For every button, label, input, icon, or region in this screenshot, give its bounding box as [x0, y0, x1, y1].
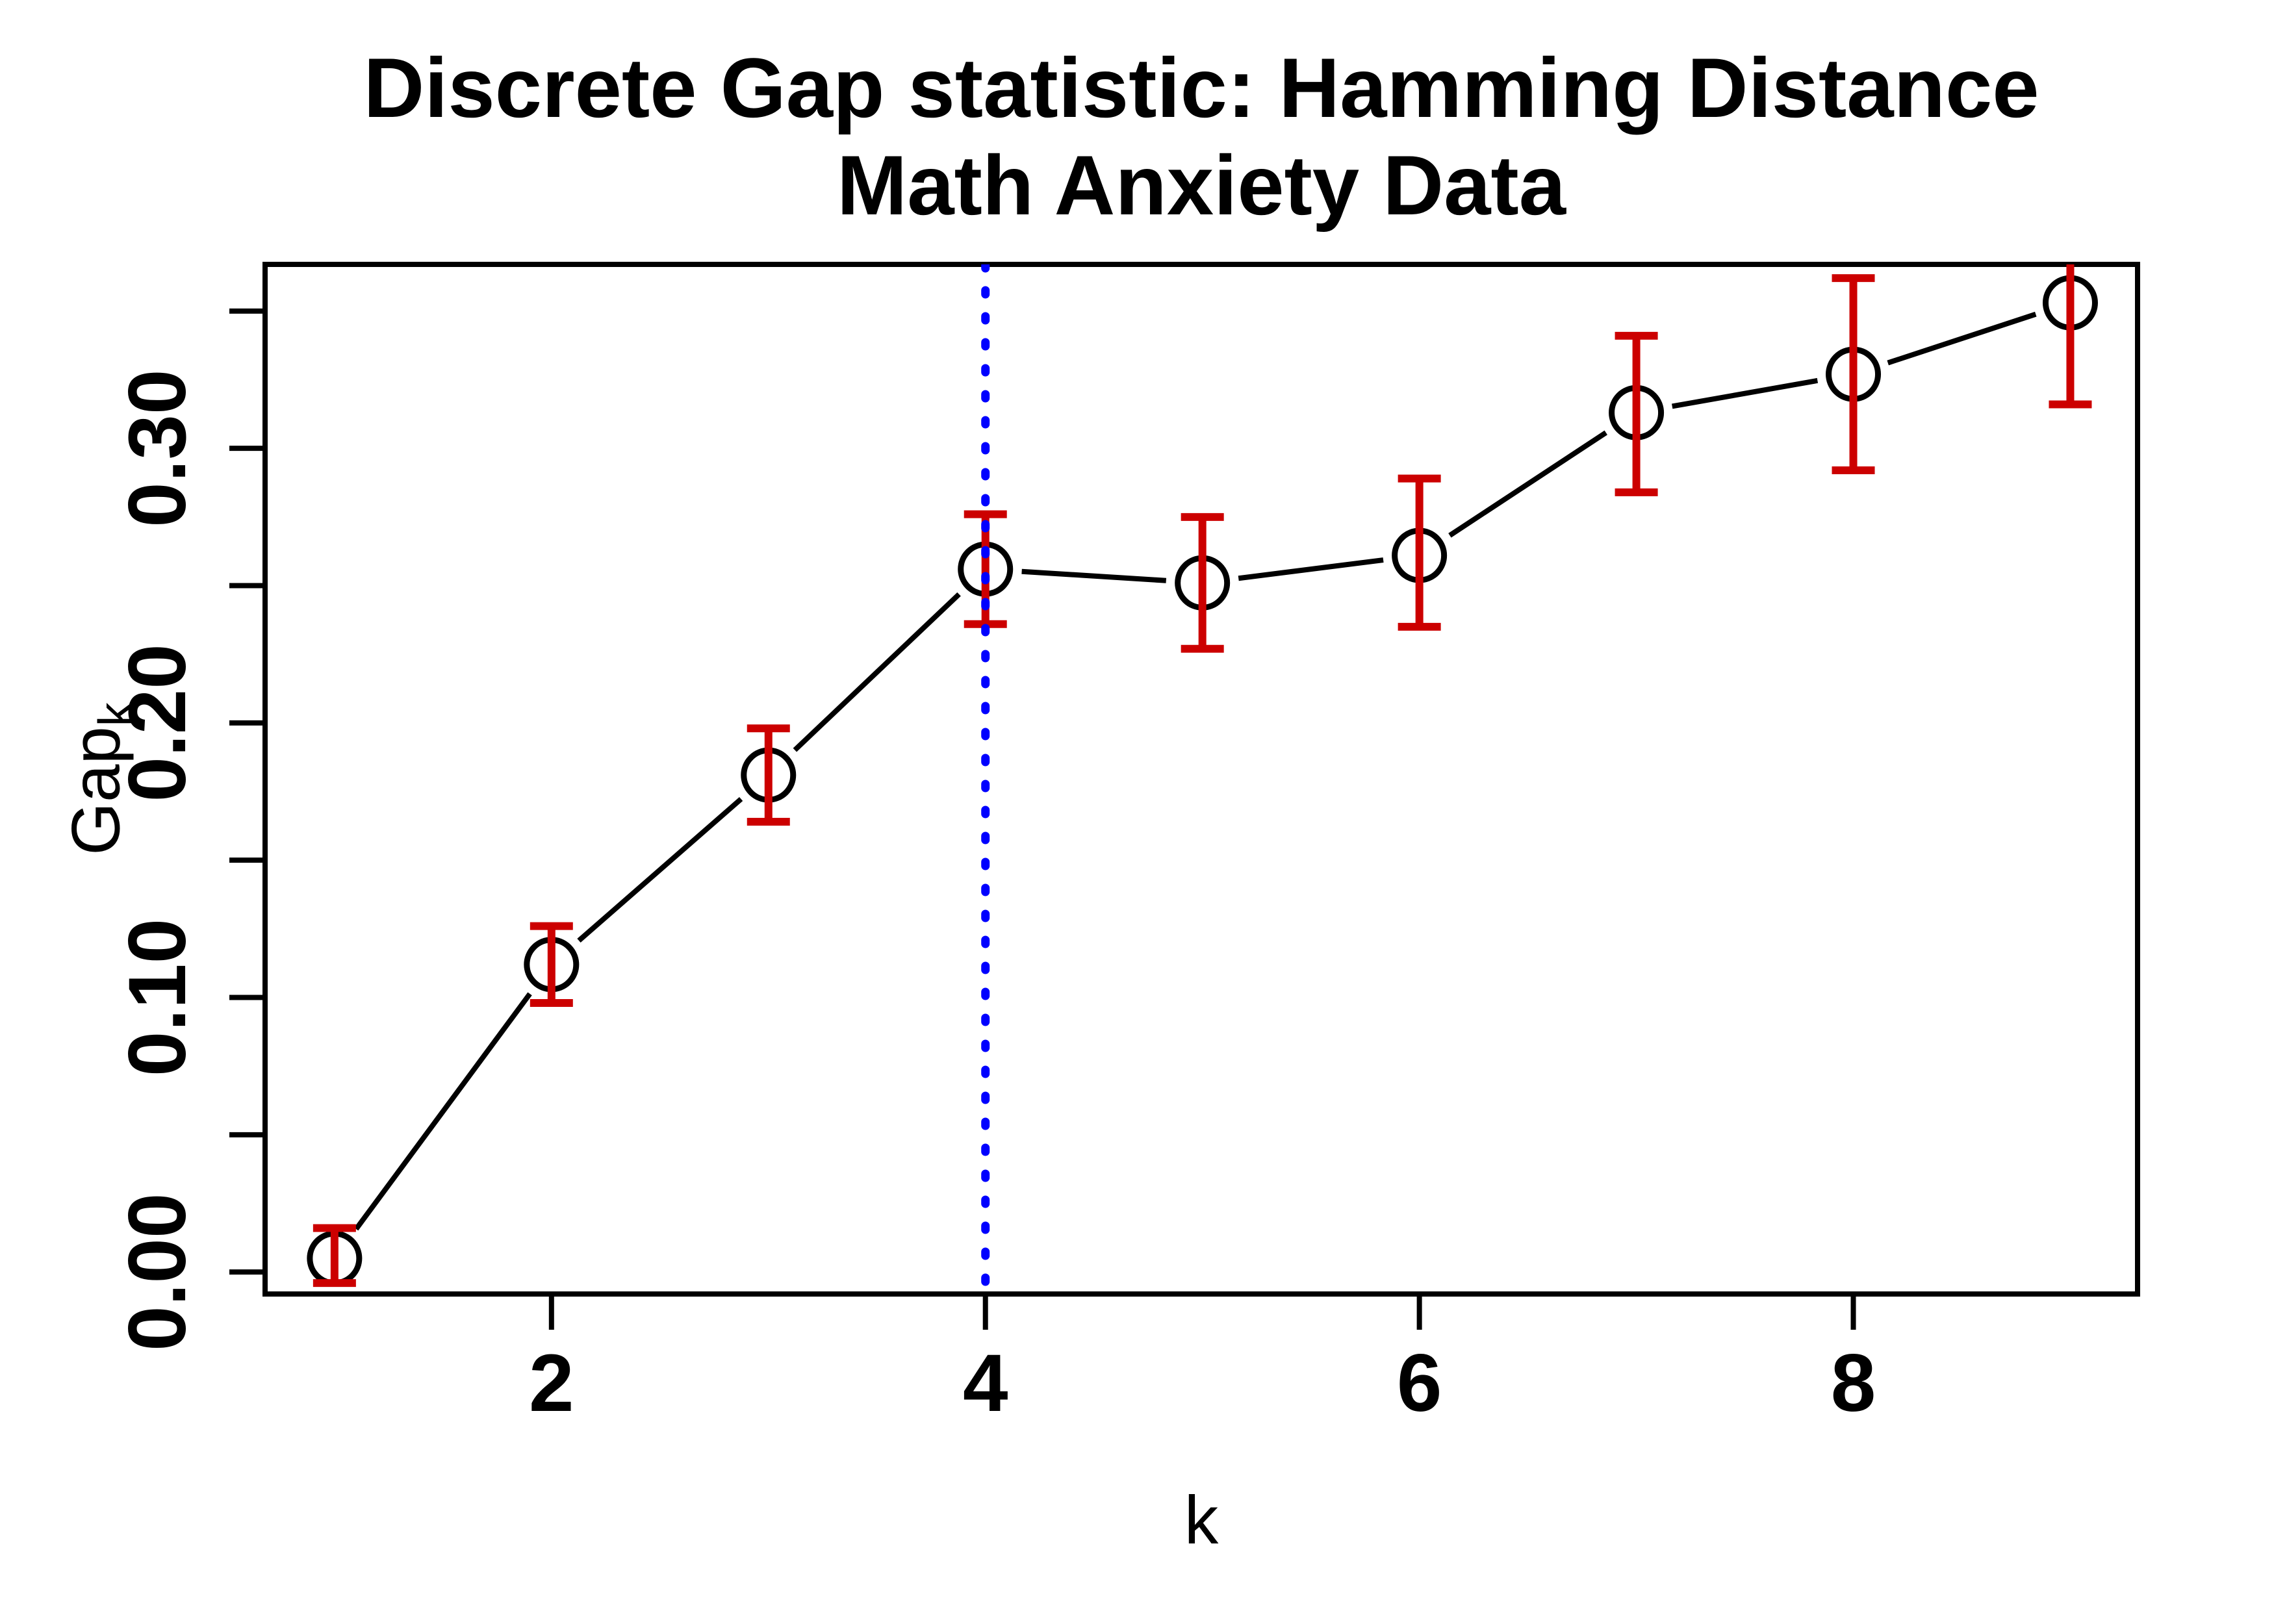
x-axis-tick-label: 4: [963, 1338, 1008, 1428]
y-axis-tick-label: 0.30: [112, 370, 203, 527]
series-line-segment: [1672, 377, 1819, 409]
series-line-segment: [577, 796, 743, 943]
x-axis-tick-label: 2: [529, 1338, 574, 1428]
y-axis-label: Gapk: [58, 702, 143, 855]
series-line-segment: [1238, 557, 1384, 581]
chart-title-line-1: Discrete Gap statistic: Hamming Distance: [363, 40, 2039, 135]
y-axis-tick-label: 0.00: [112, 1193, 203, 1351]
series-line-segment: [1887, 311, 2037, 366]
y-axis-label-subscript: k: [88, 702, 143, 727]
series-line-segment: [793, 592, 961, 752]
plot-box: [262, 262, 2140, 1297]
x-axis-tick-label: 8: [1831, 1338, 1876, 1428]
x-axis-label: k: [1184, 1482, 1219, 1558]
x-axis-tick-label: 6: [1397, 1338, 1442, 1428]
y-axis-tick-label: 0.10: [112, 919, 203, 1076]
series-line-segment: [353, 992, 532, 1231]
series-line-segment: [1021, 568, 1167, 583]
y-axis-tick-label: 0.20: [112, 644, 203, 802]
y-axis-label-main: Gap: [58, 726, 134, 856]
chart-title-line-2: Math Anxiety Data: [836, 138, 1566, 233]
series-line-segment: [1448, 430, 1607, 538]
